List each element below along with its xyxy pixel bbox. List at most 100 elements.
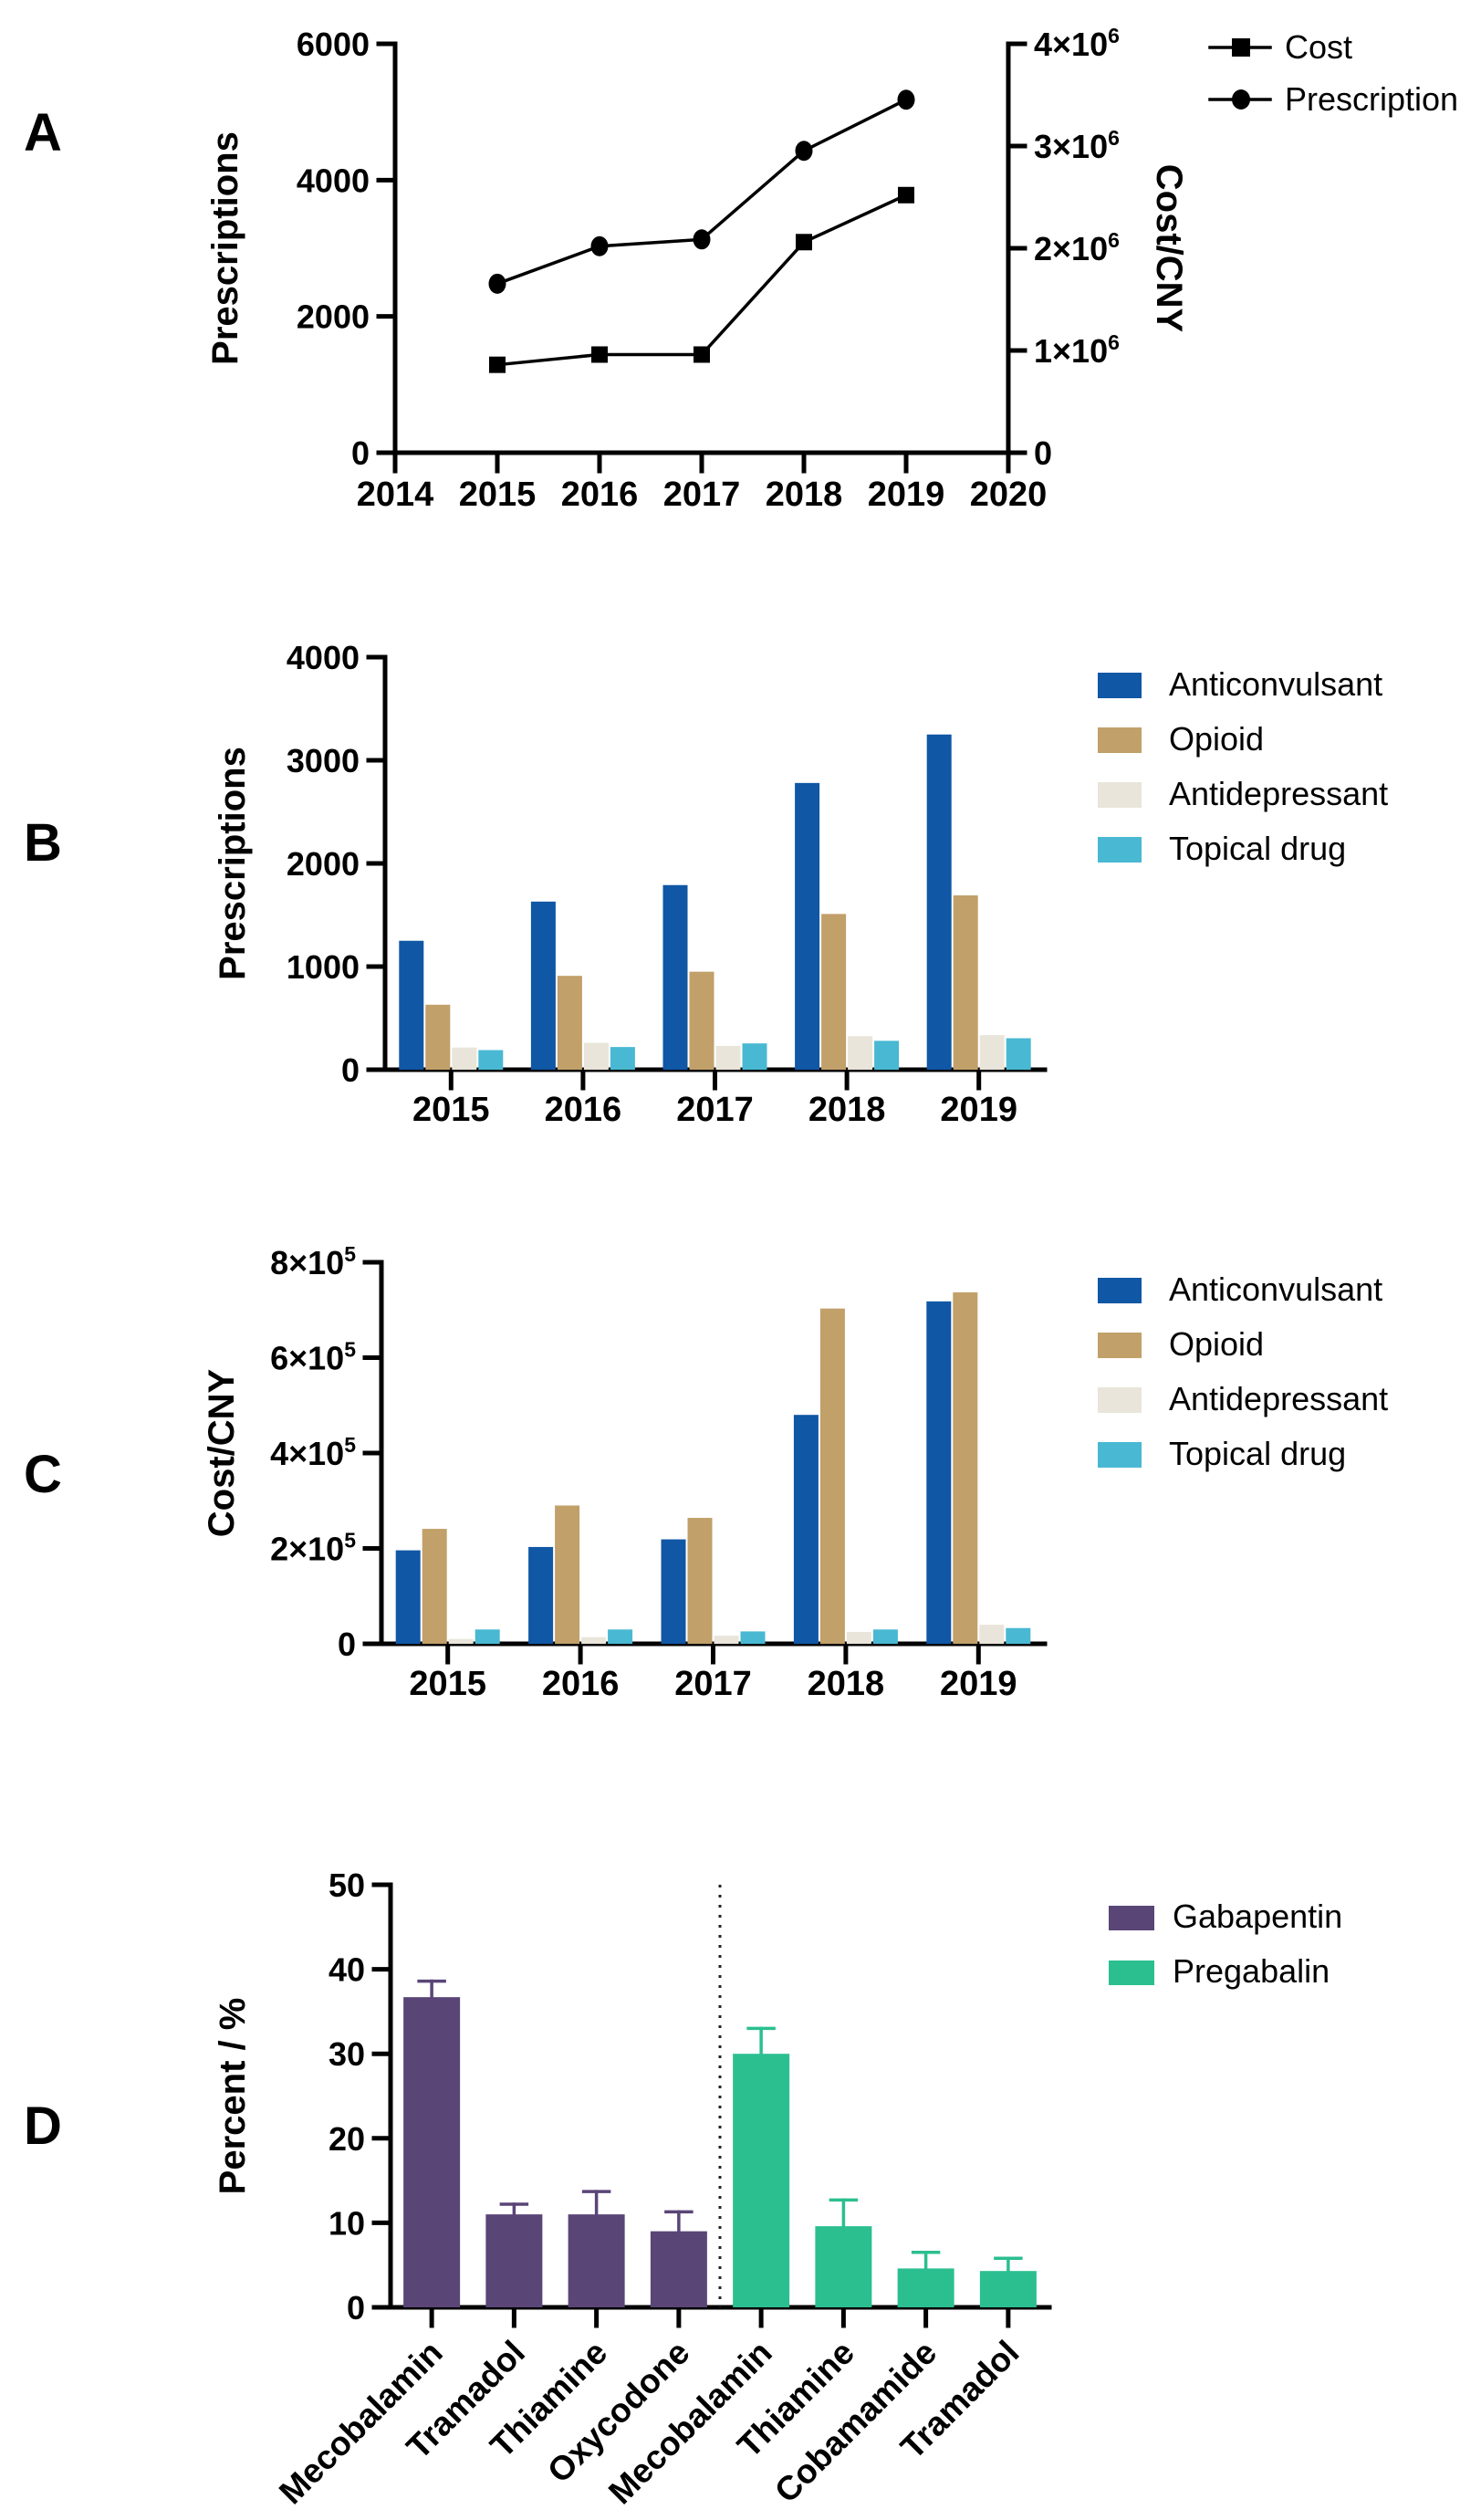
legend-swatch xyxy=(1098,782,1142,808)
legend-label: Gabapentin xyxy=(1173,1898,1342,1935)
tick-label: 30 xyxy=(329,2035,365,2073)
tick-label: 1000 xyxy=(287,948,360,986)
tick-label: 4000 xyxy=(297,162,370,199)
tick-label: 4×106 xyxy=(1034,24,1120,63)
bar-thiamine-5 xyxy=(815,2226,872,2307)
tick-label: 3×106 xyxy=(1034,126,1120,165)
y-axis-title-left: Prescriptions xyxy=(205,131,245,365)
series xyxy=(488,89,915,373)
legend-swatch xyxy=(1098,1442,1142,1468)
legend-label: Opioid xyxy=(1169,720,1264,758)
x-tick-label: 2017 xyxy=(663,476,741,514)
bar-anticonvulsant-2015 xyxy=(395,1550,421,1644)
x-tick-label: 2019 xyxy=(940,1091,1017,1129)
y-axis-title: Prescriptions xyxy=(213,747,253,980)
square-marker xyxy=(796,234,812,251)
bar-topical-drug-2019 xyxy=(1006,1038,1031,1070)
bar-antidepressant-2017 xyxy=(714,1636,739,1644)
bar-opioid-2019 xyxy=(953,895,978,1070)
tick-label: 0 xyxy=(1034,434,1052,472)
bar-opioid-2017 xyxy=(687,1518,713,1644)
bars xyxy=(403,1979,1037,2307)
tick-label: 10 xyxy=(329,2204,365,2242)
bar-opioid-2018 xyxy=(819,1308,845,1644)
tick-label: 20 xyxy=(329,2120,365,2158)
axes: 0 2000 4000 6000 0 1×106 2×106 3×106 4×106 2014 20… xyxy=(205,24,1189,514)
y-axis-title: Percent / % xyxy=(213,1998,253,2195)
tick-label: 40 xyxy=(329,1951,365,1989)
bar-topical-drug-2017 xyxy=(742,1043,767,1070)
y-axis-title: Cost/CNY xyxy=(202,1368,242,1537)
bar-oxycodone-3 xyxy=(650,2231,707,2307)
bar-antidepressant-2016 xyxy=(583,1042,609,1070)
legend-label: Opioid xyxy=(1169,1325,1264,1363)
bar-anticonvulsant-2018 xyxy=(795,782,820,1070)
axes: 0 1000 2000 3000 4000 Prescriptions 2015 2016 20… xyxy=(213,639,1048,1129)
legend: Gabapentin Pregabalin xyxy=(1109,1898,1342,1990)
tick-label: 2×105 xyxy=(270,1529,356,1568)
bar-topical-drug-2015 xyxy=(478,1050,504,1070)
legend: Anticonvulsant Opioid Antidepressant Topica… xyxy=(1098,665,1388,867)
bar-antidepressant-2016 xyxy=(581,1636,607,1644)
bar-anticonvulsant-2016 xyxy=(530,901,556,1070)
legend-swatch xyxy=(1098,727,1142,753)
bar-antidepressant-2019 xyxy=(979,1625,1005,1644)
circle-marker xyxy=(590,235,609,256)
cost-line xyxy=(496,193,907,367)
bar-opioid-2019 xyxy=(953,1291,978,1644)
bar-opioid-2016 xyxy=(555,1505,580,1644)
bar-antidepressant-2018 xyxy=(848,1036,873,1070)
legend-label: Cost xyxy=(1285,28,1352,66)
legend: Cost Prescription xyxy=(1208,28,1458,118)
x-tick-label: 2015 xyxy=(459,476,537,514)
square-marker xyxy=(694,346,710,363)
bar-topical-drug-2019 xyxy=(1006,1627,1031,1644)
prescription-line xyxy=(496,98,907,286)
bar-anticonvulsant-2016 xyxy=(528,1546,554,1644)
legend-label: Anticonvulsant xyxy=(1169,665,1382,703)
x-tick-label: 2019 xyxy=(868,476,945,514)
x-tick-label: 2017 xyxy=(674,1665,752,1703)
x-tick-label: 2017 xyxy=(676,1091,754,1129)
y-axis-title-right: Cost/CNY xyxy=(1149,164,1189,333)
x-tick-label: 2015 xyxy=(412,1091,490,1129)
bar-thiamine-2 xyxy=(568,2214,625,2307)
x-tick-label: 2020 xyxy=(970,476,1048,514)
legend-square-marker xyxy=(1232,38,1250,57)
legend-label: Antidepressant xyxy=(1169,775,1388,812)
bar-topical-drug-2018 xyxy=(872,1629,898,1644)
bar-topical-drug-2018 xyxy=(874,1040,900,1070)
tick-label: 0 xyxy=(338,1626,356,1663)
bar-tramadol-7 xyxy=(979,2271,1037,2307)
bar-anticonvulsant-2019 xyxy=(926,1301,952,1644)
axes: 0 2×105 4×105 6×105 8×105 Cost/CNY 2015 2016 201… xyxy=(202,1242,1048,1703)
legend-swatch xyxy=(1098,837,1142,863)
legend-swatch xyxy=(1098,673,1142,698)
panel-label-b: B xyxy=(24,813,62,873)
tick-label: 6000 xyxy=(297,26,370,63)
bar-anticonvulsant-2018 xyxy=(793,1415,819,1644)
tick-label: 4000 xyxy=(287,639,360,676)
square-marker xyxy=(489,356,506,373)
tick-label: 0 xyxy=(347,2289,365,2327)
bar-topical-drug-2016 xyxy=(610,1047,635,1070)
panel-label-c: C xyxy=(24,1445,62,1504)
tick-label: 8×105 xyxy=(270,1242,356,1281)
bar-antidepressant-2018 xyxy=(846,1631,871,1644)
legend-circle-marker xyxy=(1232,89,1250,110)
bar-tramadol-1 xyxy=(485,2214,543,2307)
tick-label: 0 xyxy=(341,1051,360,1089)
bar-antidepressant-2015 xyxy=(448,1638,474,1644)
x-tick-label: 2015 xyxy=(409,1665,486,1703)
legend-swatch xyxy=(1098,1387,1142,1413)
bar-anticonvulsant-2017 xyxy=(661,1539,686,1644)
square-marker xyxy=(591,346,608,363)
legend-swatch xyxy=(1098,1333,1142,1358)
square-marker xyxy=(898,186,914,204)
bar-mecobalamin-4 xyxy=(733,2054,790,2307)
bars xyxy=(399,734,1031,1070)
x-tick-label: 2018 xyxy=(808,1665,885,1703)
tick-label: 6×105 xyxy=(270,1338,356,1377)
